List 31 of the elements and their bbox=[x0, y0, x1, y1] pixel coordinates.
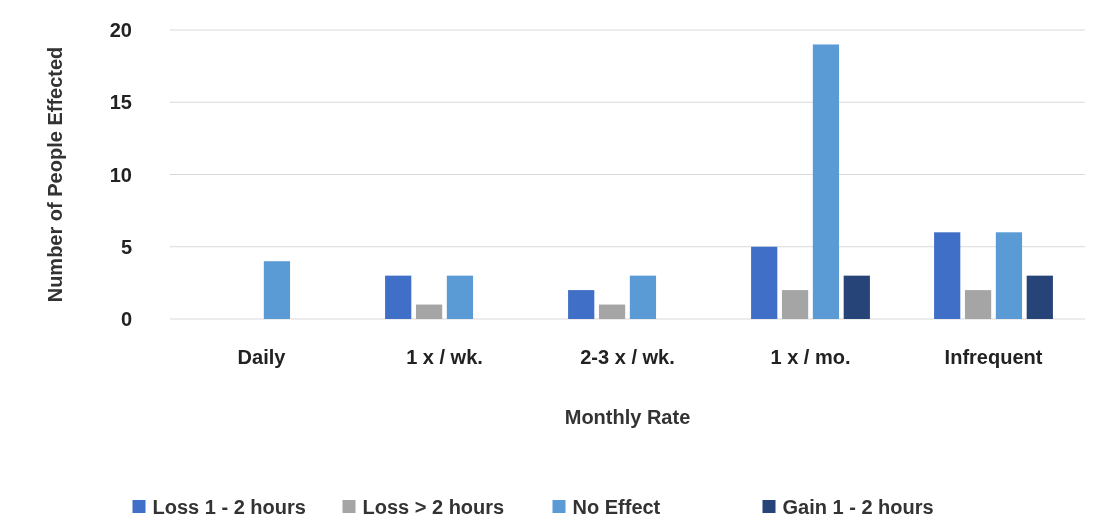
bar bbox=[568, 290, 595, 319]
legend-label: Gain 1 - 2 hours bbox=[782, 496, 934, 518]
bar bbox=[598, 304, 626, 319]
bar bbox=[629, 275, 657, 319]
y-tick-label: 5 bbox=[120, 235, 132, 258]
bar bbox=[415, 304, 443, 319]
y-tick-label: 0 bbox=[120, 308, 132, 330]
y-tick-label: 20 bbox=[109, 19, 132, 41]
bar bbox=[385, 275, 412, 319]
bar bbox=[781, 290, 809, 319]
legend-label: Loss 1 - 2 hours bbox=[152, 496, 306, 518]
y-tick-label: 10 bbox=[109, 163, 132, 186]
bar bbox=[263, 261, 291, 319]
y-axis-title: Number of People Effected bbox=[44, 46, 66, 303]
bar bbox=[751, 246, 778, 319]
x-tick-label: Daily bbox=[237, 346, 287, 368]
x-tick-label: 2-3 x / wk. bbox=[580, 346, 675, 368]
legend-label: No Effect bbox=[572, 496, 661, 518]
bar bbox=[812, 44, 840, 319]
legend-label: Loss > 2 hours bbox=[362, 496, 505, 518]
y-tick-label: 15 bbox=[109, 91, 132, 114]
bar bbox=[843, 275, 870, 319]
bar bbox=[995, 232, 1023, 319]
x-tick-label: 1 x / mo. bbox=[770, 346, 851, 368]
bar bbox=[964, 290, 992, 319]
bar bbox=[934, 232, 961, 319]
x-tick-label: Infrequent bbox=[944, 346, 1043, 368]
bar bbox=[446, 275, 474, 319]
x-axis-title: Monthly Rate bbox=[564, 406, 691, 428]
x-tick-label: 1 x / wk. bbox=[406, 346, 483, 368]
bar bbox=[1026, 275, 1053, 319]
